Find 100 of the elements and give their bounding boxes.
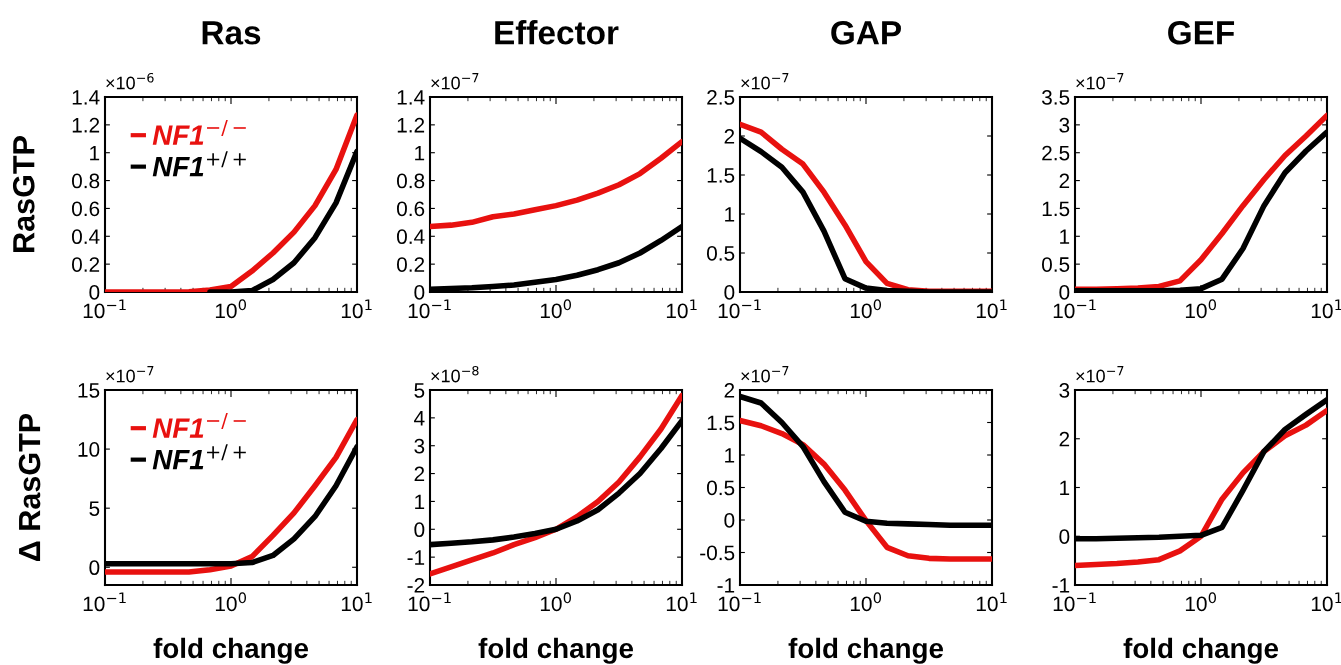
x-axis-title: fold change [788, 637, 943, 664]
legend-label: NF1$^{−/−}$ [152, 119, 246, 145]
text: ×10$^{−7}$ [1076, 73, 1124, 90]
y-tick-label: -0.5 [700, 545, 735, 561]
y-tick-label: 0 [724, 285, 735, 300]
y-tick-label: 1.2 [397, 117, 425, 133]
text: ×10$^{−7}$ [1076, 366, 1124, 383]
y-tick-label: 1.5 [1042, 201, 1070, 217]
x-tick-label: 10$^{−1}$ [718, 592, 761, 612]
y-tick-label: 3 [414, 438, 425, 454]
y-tick-label: 0.6 [396, 201, 425, 217]
y-axis-title: Δ RasGTP [18, 413, 41, 561]
y-tick-label: 1.2 [72, 117, 100, 133]
y-tick-label: 3.5 [1041, 90, 1070, 105]
x-tick-label: 10$^{0}$ [540, 592, 572, 612]
y-tick-label: 0.6 [71, 201, 100, 217]
y-tick-label: 1 [725, 448, 735, 463]
legend-label: NF1$^{−/−}$ [152, 412, 246, 438]
y-tick-label: 0 [724, 513, 735, 528]
y-tick-label: 0 [414, 522, 425, 538]
x-tick-label: 10$^{0}$ [850, 299, 882, 319]
text: ×10$^{−7}$ [431, 73, 479, 90]
y-tick-label: 0.5 [706, 246, 735, 261]
y-tick-label: 2 [414, 466, 425, 482]
x-tick-label: 10$^{0}$ [540, 299, 572, 319]
y-tick-label: 0.4 [71, 229, 100, 245]
x-axis-title: fold change [153, 637, 308, 664]
x-tick-label: 10$^{0}$ [1185, 592, 1217, 612]
y-tick-label: 0.4 [396, 229, 425, 245]
y-tick-label: 0.2 [396, 257, 425, 272]
x-tick-label: 10$^{1}$ [666, 592, 697, 612]
text: ×10$^{−6}$ [106, 72, 154, 90]
x-tick-label: 10$^{−1}$ [408, 299, 451, 319]
text: ×10$^{−7}$ [741, 366, 789, 383]
y-tick-label: 2.5 [1042, 145, 1070, 161]
chart-title: GEF [1168, 20, 1235, 45]
y-tick-label: 0.5 [706, 480, 735, 496]
y-tick-label: 0 [89, 560, 100, 576]
y-tick-label: 0.5 [1041, 257, 1070, 272]
y-tick-label: 0.8 [71, 173, 100, 189]
chart-title: GAP [831, 20, 901, 45]
x-tick-label: 10$^{1}$ [1311, 592, 1341, 612]
x-tick-label: 10$^{1}$ [976, 592, 1007, 612]
x-tick-label: 10$^{1}$ [341, 592, 372, 612]
text: ×10$^{−8}$ [431, 365, 479, 383]
y-tick-label: -1 [407, 550, 425, 565]
x-tick-label: 10$^{1}$ [976, 299, 1007, 319]
y-axis-title: RasGTP [12, 136, 35, 252]
x-tick-label: 10$^{−1}$ [83, 299, 126, 319]
y-tick-label: 0 [89, 285, 100, 300]
y-tick-label: 0 [1059, 285, 1070, 300]
y-tick-label: 1.4 [397, 90, 425, 105]
y-tick-label: 1 [725, 207, 735, 222]
y-tick-label: 15 [78, 383, 100, 398]
y-tick-label: 1 [415, 145, 425, 161]
y-tick-label: 0 [1059, 529, 1070, 544]
y-tick-label: 2 [1059, 173, 1070, 189]
chart-title: Effector [495, 20, 619, 45]
x-tick-label: 10$^{0}$ [1185, 299, 1217, 319]
y-tick-label: -1 [717, 578, 735, 593]
y-tick-label: 4 [414, 411, 425, 426]
x-tick-label: 10$^{−1}$ [83, 592, 126, 612]
y-tick-label: 10 [78, 442, 100, 457]
y-tick-label: 2 [1059, 431, 1070, 447]
y-tick-label: 1.4 [72, 90, 100, 105]
legend-label: NF1$^{+/+}$ [152, 444, 246, 470]
y-tick-label: 3 [1059, 383, 1070, 398]
y-tick-label: 0.2 [71, 257, 100, 272]
x-tick-label: 10$^{−1}$ [1053, 299, 1096, 319]
y-tick-label: -1 [1052, 578, 1070, 593]
y-tick-label: 2.5 [707, 90, 735, 105]
y-tick-label: 1 [415, 494, 425, 509]
x-tick-label: 10$^{1}$ [341, 299, 372, 319]
y-tick-label: 1 [1060, 229, 1070, 244]
text: ×10$^{−7}$ [741, 73, 789, 90]
y-tick-label: 1 [90, 145, 100, 161]
y-tick-label: 1.5 [707, 168, 735, 183]
x-tick-label: 10$^{0}$ [215, 592, 247, 612]
text: ×10$^{−7}$ [106, 366, 154, 383]
x-tick-label: 10$^{0}$ [850, 592, 882, 612]
x-tick-label: 10$^{−1}$ [408, 592, 451, 612]
y-tick-label: -2 [407, 578, 425, 593]
y-tick-label: 3 [1059, 117, 1070, 133]
y-tick-label: 2 [724, 383, 735, 398]
x-axis-title: fold change [478, 637, 633, 664]
y-tick-label: 5 [89, 501, 100, 516]
x-tick-label: 10$^{1}$ [1311, 299, 1341, 319]
x-tick-label: 10$^{−1}$ [1053, 592, 1096, 612]
x-axis-title: fold change [1123, 637, 1278, 664]
y-tick-label: 0.8 [396, 173, 425, 189]
x-tick-label: 10$^{0}$ [215, 299, 247, 319]
legend-label: NF1$^{+/+}$ [152, 151, 246, 177]
chart-title: Ras [202, 21, 261, 45]
x-tick-label: 10$^{−1}$ [718, 299, 761, 319]
y-tick-label: 1 [1060, 480, 1070, 496]
y-tick-label: 2 [724, 129, 735, 144]
y-tick-label: 5 [414, 383, 425, 398]
x-tick-label: 10$^{1}$ [666, 299, 697, 319]
y-tick-label: 1.5 [707, 415, 735, 431]
y-tick-label: 0 [414, 285, 425, 300]
